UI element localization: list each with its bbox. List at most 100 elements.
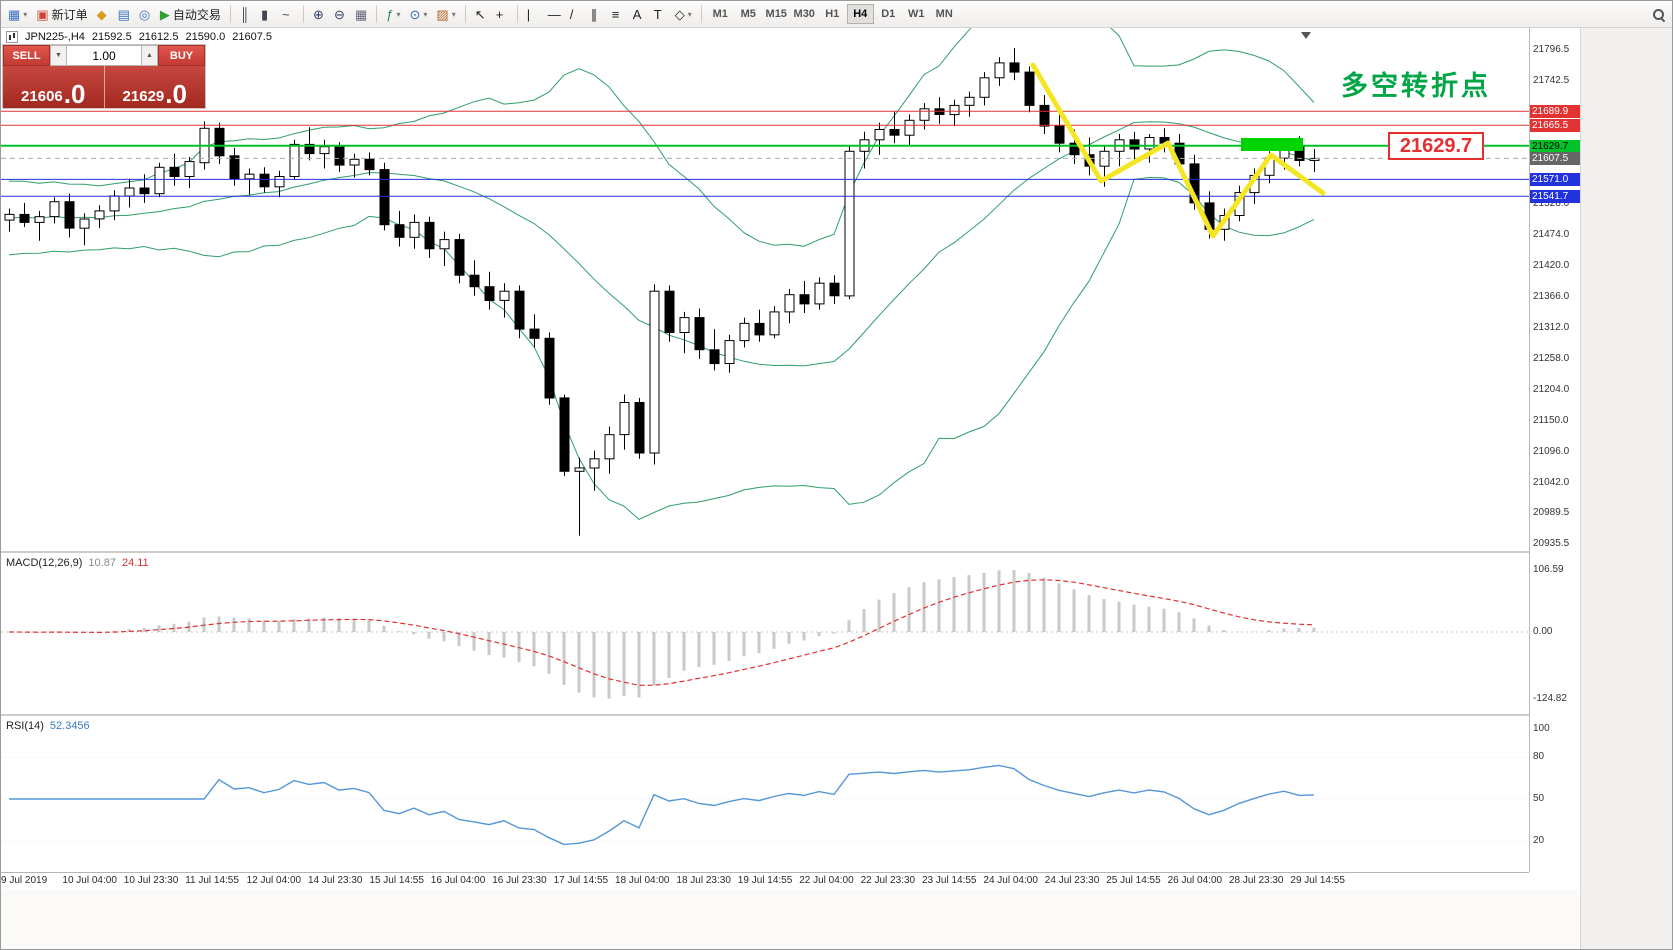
macd-label: MACD(12,26,9) 10.87 24.11 [6,557,149,569]
time-label: 9 Jul 2019 [1,875,48,886]
candle-body [244,173,255,180]
volume-input[interactable] [67,45,141,66]
dropdown-arrow-icon: ▾ [423,9,428,19]
rsi-line [9,764,1315,846]
zoom-in-icon: ⊕ [312,6,324,22]
market-watch-icon: ◆ [96,6,107,22]
time-label: 18 Jul 23:30 [676,875,731,886]
bollinger-band [8,121,1315,367]
new-order-label: 新订单 [51,7,88,22]
volume-increase-button[interactable]: ▲ [141,45,158,66]
candle-body [109,195,120,212]
buy-button[interactable]: BUY [158,45,205,66]
tile-windows-button[interactable]: ▦ [351,3,371,25]
candle-body [214,127,225,157]
timeframe-m1-button[interactable]: M1 [707,4,734,24]
panel-splitter-rsi[interactable] [1,714,1579,716]
timeframe-m30-button[interactable]: M30 [791,4,818,24]
trendline-icon: / [569,6,574,22]
price-tag-21541.7: 21541.7 [1530,190,1580,204]
chart-line-button[interactable]: ~ [278,3,298,25]
time-axis[interactable]: 9 Jul 2019 10 Jul 04:00 10 Jul 23:30 11 Jul… [1,872,1529,889]
text-button[interactable]: A [629,3,649,25]
candle-body [34,216,45,223]
time-label: 22 Jul 04:00 [799,875,854,886]
market-watch-button[interactable]: ◆ [93,3,113,25]
chart-ohlc-header: JPN225-,H4 21592.5 21612.5 21590.0 21607… [6,31,272,43]
price-callout-annotation[interactable]: 21629.7 [1388,132,1484,160]
timeframe-h4-button[interactable]: H4 [846,4,874,24]
crosshair-button[interactable]: + [492,3,512,25]
search-button[interactable] [1648,3,1669,25]
indicators-button[interactable]: ƒ ▾ [382,3,404,25]
macd-value-signal: 24.11 [121,557,149,569]
macd-panel[interactable] [1,554,1529,714]
auto-trading-button[interactable]: ▶ 自动交易 [156,3,225,25]
main-chart-canvas[interactable] [1,28,1529,551]
candle-body [439,239,450,250]
rsi-name: RSI(14) [6,720,44,732]
candle-body [814,282,825,305]
fibonacci-button[interactable]: ≡ [608,3,628,25]
toolbar-separator [516,5,518,23]
sell-button[interactable]: SELL [3,45,50,66]
chart-candles-button[interactable]: ▮ [257,3,277,25]
highlight-box-annotation[interactable] [1241,138,1303,151]
periods-button[interactable]: ⊙ ▾ [405,3,431,25]
cursor-icon: ↖ [474,6,486,22]
timeframe-d1-button[interactable]: D1 [875,4,902,24]
navigator-button[interactable]: ◎ [135,3,155,25]
turning-point-annotation[interactable]: 多空转折点 [1341,71,1491,101]
vertical-line-icon: | [526,6,531,22]
new-order-button[interactable]: ▣ 新订单 [32,3,91,25]
timeframe-m15-button[interactable]: M15 [763,4,790,24]
arrows-button[interactable]: ◇ ▾ [671,3,696,25]
text-label-button[interactable]: T [650,3,670,25]
price-axis[interactable]: 21796.5 21742.5 21528.0 21474.0 21420.0 21366… [1529,28,1580,872]
candle-body [259,173,270,188]
zoom-in-button[interactable]: ⊕ [309,3,329,25]
new-chart-button[interactable]: ▦ ▾ [4,3,31,25]
data-window-button[interactable]: ▤ [114,3,134,25]
buy-price-panel[interactable]: 21629 .0 [103,66,205,108]
candle-body [514,290,525,330]
bottom-area [1,889,1579,949]
panel-splitter-macd[interactable] [1,551,1579,553]
candle-body [1144,137,1155,150]
price-tag-21629.7: 21629.7 [1530,139,1580,153]
vertical-line-button[interactable]: | [523,3,543,25]
trendline-button[interactable]: / [566,3,586,25]
text-label-icon: T [653,6,662,22]
zoom-out-button[interactable]: ⊖ [330,3,350,25]
rsi-label: RSI(14) 52.3456 [6,720,90,732]
rsi-axis-label: 80 [1533,751,1545,762]
templates-button[interactable]: ▨ ▾ [432,3,459,25]
sell-price-value: 21606 [21,88,63,105]
new-chart-icon: ▦ [8,6,21,22]
chart-bars-icon: ║ [239,6,250,22]
equidistant-channel-button[interactable]: ∥ [587,3,607,25]
volume-decrease-button[interactable]: ▼ [50,45,67,66]
rsi-panel[interactable] [1,717,1529,872]
new-order-icon: ▣ [36,6,49,22]
time-label: 16 Jul 23:30 [492,875,547,886]
crosshair-icon: + [495,6,504,22]
candle-body [364,158,375,171]
chart-bars-button[interactable]: ║ [236,3,256,25]
time-label: 24 Jul 04:00 [983,875,1038,886]
candle-body [1039,104,1050,127]
time-label: 28 Jul 23:30 [1229,875,1284,886]
horizontal-line-button[interactable]: — [544,3,565,25]
cursor-button[interactable]: ↖ [471,3,491,25]
zigzag-annotation[interactable] [1030,62,1326,239]
candle-body [979,77,990,98]
toolbar-separator [464,5,466,23]
timeframe-mn-button[interactable]: MN [931,4,958,24]
timeframe-w1-button[interactable]: W1 [903,4,930,24]
axis-price-label: 21096.0 [1533,445,1570,457]
timeframe-h1-button[interactable]: H1 [819,4,846,24]
timeframe-m5-button[interactable]: M5 [735,4,762,24]
axis-price-label: 21042.0 [1533,476,1570,488]
sell-price-panel[interactable]: 21606 .0 [3,66,104,108]
